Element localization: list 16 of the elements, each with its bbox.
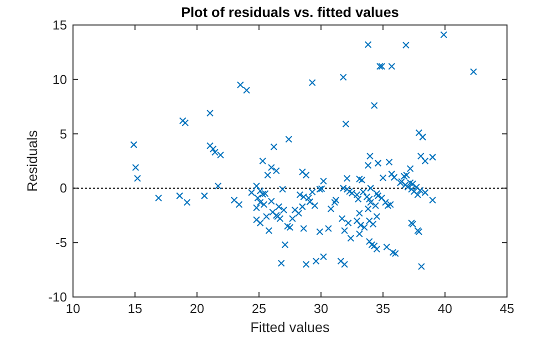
y-tick-label: 0 — [60, 180, 67, 196]
x-tick-label: 35 — [376, 301, 390, 316]
y-tick-label: 10 — [52, 72, 67, 87]
y-tick-label: -10 — [48, 290, 67, 304]
x-axis-title: Fitted values — [250, 319, 330, 335]
y-axis-title: Residuals — [24, 130, 40, 192]
x-tick-label: 15 — [128, 301, 142, 316]
x-tick-label: 45 — [500, 301, 514, 316]
y-tick-label: 5 — [60, 126, 67, 142]
chart-title: Plot of residuals vs. fitted values — [181, 4, 400, 20]
x-tick-label: 25 — [252, 301, 266, 316]
x-tick-label: 40 — [438, 301, 452, 316]
y-tick-label: -5 — [55, 235, 67, 250]
x-tick-label: 20 — [190, 301, 204, 316]
y-tick-label: 15 — [52, 18, 67, 32]
x-tick-label: 30 — [314, 301, 328, 316]
